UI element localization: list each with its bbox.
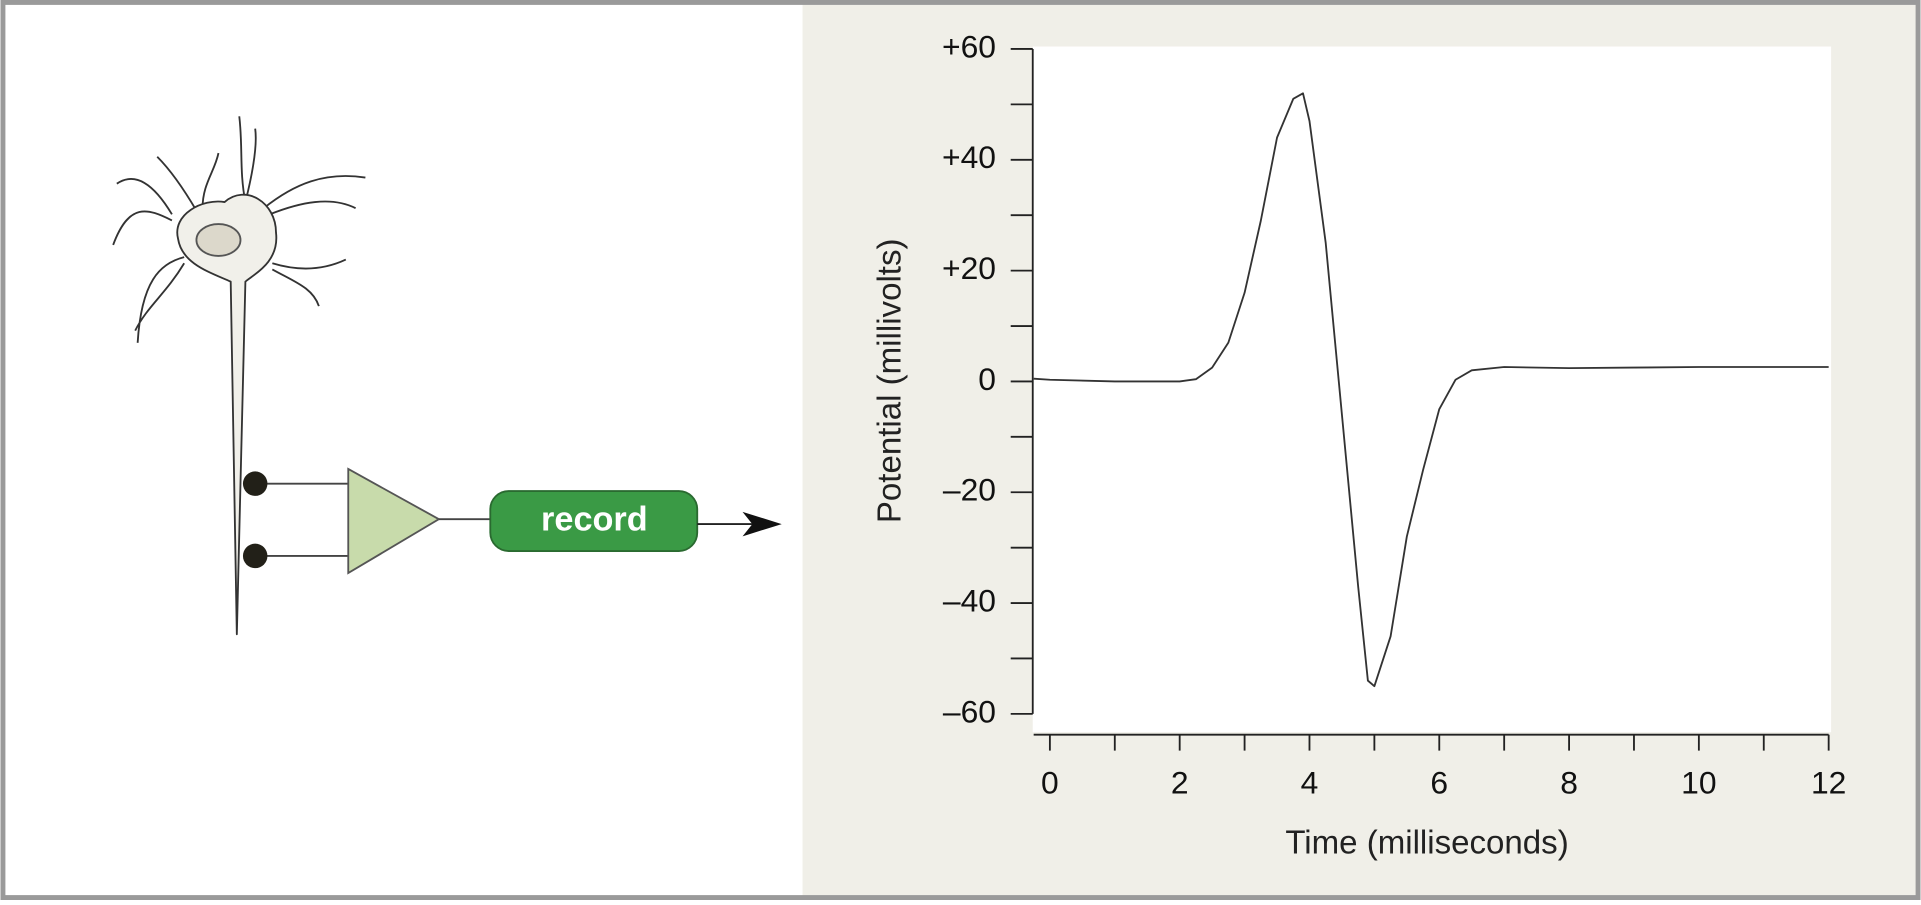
y-tick-label: –60 bbox=[943, 693, 996, 729]
x-tick-label: 10 bbox=[1681, 764, 1716, 800]
y-tick-label: –20 bbox=[943, 472, 996, 508]
y-tick-label: +20 bbox=[942, 250, 996, 286]
plot-area bbox=[1033, 47, 1831, 733]
y-tick-label: +40 bbox=[942, 139, 996, 175]
x-tick-label: 2 bbox=[1171, 764, 1189, 800]
y-axis-title: Potential (millivolts) bbox=[872, 238, 909, 523]
y-tick-label: –40 bbox=[943, 582, 996, 618]
x-tick-label: 6 bbox=[1430, 764, 1448, 800]
page: record Potential (millivolts) Time (mill… bbox=[0, 0, 1921, 905]
x-tick-label: 0 bbox=[1041, 764, 1059, 800]
y-tick-label: +60 bbox=[942, 28, 996, 64]
electrode bbox=[243, 544, 267, 568]
x-tick-label: 12 bbox=[1811, 764, 1846, 800]
x-tick-label: 8 bbox=[1560, 764, 1578, 800]
x-axis-title: Time (milliseconds) bbox=[1285, 825, 1568, 862]
record-label: record bbox=[541, 501, 648, 539]
electrode bbox=[243, 471, 267, 495]
figure: record Potential (millivolts) Time (mill… bbox=[0, 0, 1921, 900]
y-tick-label: 0 bbox=[978, 361, 996, 397]
x-tick-label: 4 bbox=[1301, 764, 1319, 800]
